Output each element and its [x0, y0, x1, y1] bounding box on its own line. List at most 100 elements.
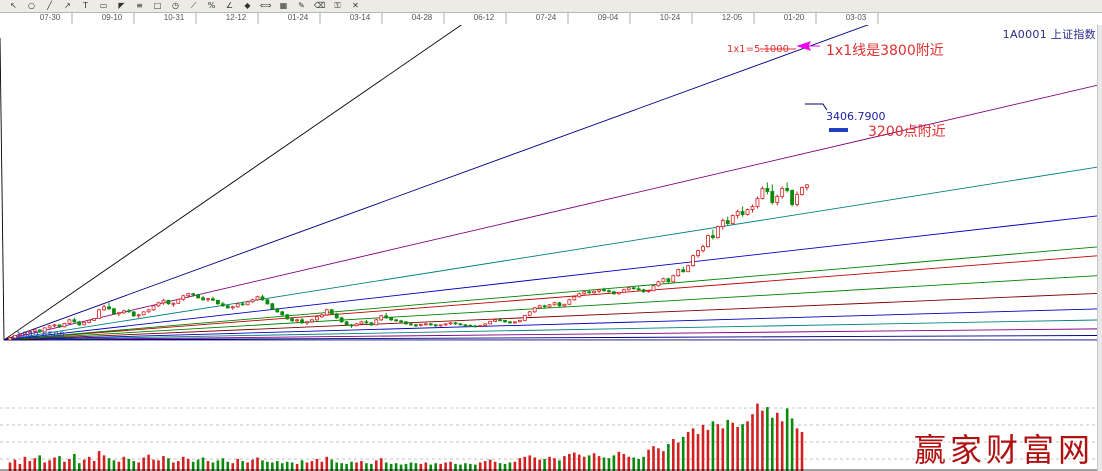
volume-bar — [102, 455, 106, 471]
candle-body — [117, 312, 121, 315]
date-tick-label: 03-14 — [349, 13, 371, 22]
candle-body — [37, 329, 42, 333]
volume-bar — [384, 462, 388, 471]
rectangle-icon[interactable]: □ — [153, 1, 162, 10]
brush-icon[interactable]: ✎ — [298, 1, 305, 10]
channel-icon[interactable]: ▭ — [99, 1, 108, 10]
candle-body — [483, 323, 488, 326]
gann-fan-icon[interactable]: ◤ — [118, 1, 125, 10]
candle-body — [612, 291, 616, 295]
volume-bar — [290, 462, 294, 471]
candle-body — [527, 311, 532, 316]
volume-bar — [741, 424, 744, 471]
volume-bar — [518, 458, 522, 471]
volume-bar — [424, 462, 428, 471]
volume-bar — [568, 453, 571, 471]
candle-body — [725, 220, 730, 224]
candle-body — [488, 320, 493, 325]
candle-body — [562, 303, 567, 307]
pointer-icon[interactable]: ↖ — [10, 1, 17, 10]
candle-body — [235, 303, 240, 308]
volume-bar — [261, 460, 264, 471]
candle-body — [666, 278, 671, 283]
volume-bar — [538, 459, 541, 471]
fib-icon[interactable]: ≡ — [136, 1, 143, 10]
candle-body — [22, 332, 27, 335]
volume-bar — [726, 419, 730, 471]
candle-body — [508, 321, 512, 324]
candle-body — [607, 290, 611, 293]
vertical-scrollbar[interactable] — [1097, 25, 1102, 471]
symbol-label: 1A0001 上证指数 — [1002, 28, 1096, 41]
grid-icon[interactable]: ▦ — [279, 1, 288, 10]
candle-body — [478, 324, 483, 327]
volume-bar — [276, 461, 279, 471]
volume-bar — [622, 453, 626, 471]
candle-body — [161, 299, 166, 304]
volume-bar — [790, 418, 794, 471]
delete-icon[interactable]: ✕ — [352, 1, 359, 10]
candle-body — [735, 211, 740, 216]
volume-bar — [394, 463, 398, 471]
volume-bar — [771, 417, 774, 471]
candle-body — [433, 324, 438, 327]
speed-line-icon[interactable]: ⟋ — [190, 1, 197, 10]
arrow-icon[interactable]: ↗ — [64, 1, 71, 10]
candle-body — [418, 323, 423, 326]
trendline-icon[interactable]: ╱ — [47, 1, 52, 10]
candle-body — [715, 226, 720, 239]
volume-bar — [325, 456, 329, 471]
volume-bar — [305, 462, 309, 471]
volume-bar — [241, 461, 244, 471]
candle-body — [359, 321, 364, 325]
candle-body — [211, 298, 215, 301]
candle-body — [77, 321, 82, 326]
volume-bar — [498, 463, 502, 471]
volume-bar — [751, 414, 754, 471]
candle-body — [532, 307, 537, 313]
candle-body — [750, 206, 755, 210]
volume-bar — [696, 434, 700, 471]
text-icon[interactable]: T — [83, 1, 88, 10]
marker-icon[interactable]: ◆ — [244, 1, 251, 10]
candle-body — [740, 211, 745, 215]
volume-bar — [672, 439, 675, 471]
candle-body — [310, 319, 314, 323]
volume-bar — [657, 448, 660, 471]
volume-bar — [444, 462, 447, 471]
ruler-icon[interactable]: ⟺ — [260, 1, 272, 10]
candle-body — [8, 337, 12, 341]
volume-bar — [592, 453, 596, 471]
candle-body — [92, 317, 97, 321]
volume-bar — [721, 428, 725, 471]
volume-bar — [23, 456, 27, 471]
candle-body — [171, 302, 176, 305]
volume-bar — [53, 457, 56, 471]
candle-body — [270, 303, 275, 310]
volume-bar — [676, 442, 680, 471]
volume-bar — [691, 428, 695, 471]
candle-body — [225, 305, 230, 309]
candle-body — [305, 321, 309, 324]
candle-body — [775, 196, 780, 203]
volume-bar — [216, 460, 220, 471]
gann-fan-line — [3, 255, 1097, 341]
lock-icon[interactable]: ⚿ — [334, 1, 341, 10]
volume-bar — [681, 436, 685, 471]
volume-bar — [434, 463, 437, 471]
volume-bar — [92, 461, 96, 471]
volume-bar — [612, 455, 616, 471]
zoom-circle-icon[interactable]: ○ — [28, 1, 35, 10]
percent-icon[interactable]: % — [207, 1, 216, 10]
candle-body — [295, 319, 300, 322]
eraser-icon[interactable]: ⌫ — [314, 1, 326, 10]
volume-bar — [632, 457, 635, 471]
cycle-icon[interactable]: ◷ — [172, 1, 179, 10]
volume-bar — [474, 464, 477, 471]
volume-bar — [761, 410, 764, 471]
candle-body — [27, 330, 32, 334]
candle-body — [324, 309, 329, 316]
angle-icon[interactable]: ∠ — [225, 1, 234, 10]
volume-bar — [746, 421, 749, 471]
volume-bar — [528, 455, 532, 471]
